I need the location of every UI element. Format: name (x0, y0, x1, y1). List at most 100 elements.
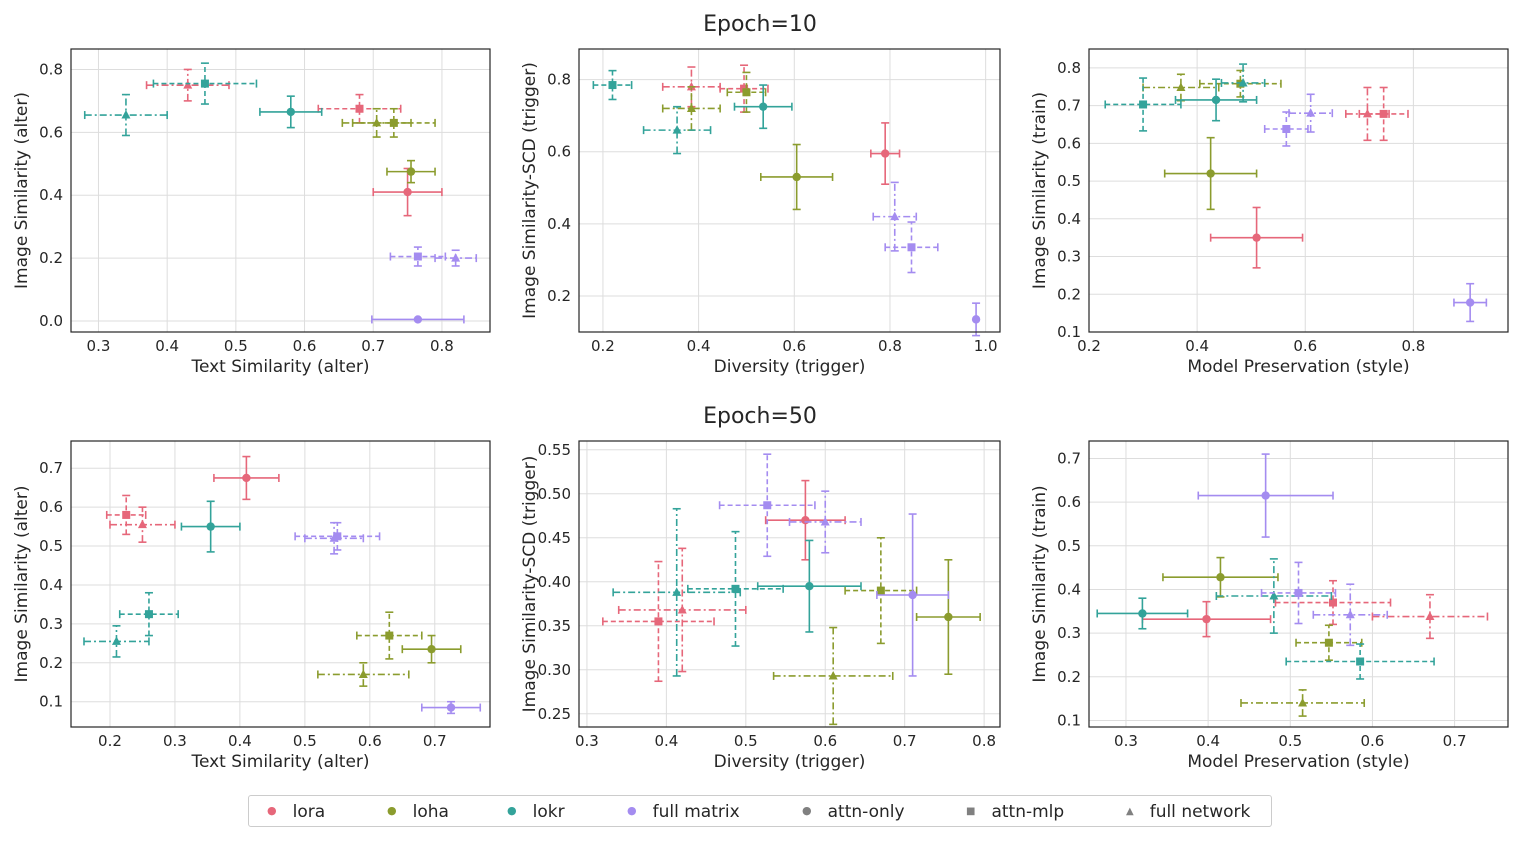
point-marker (1379, 109, 1388, 118)
x-tick-label: 0.5 (734, 732, 758, 750)
legend-label-attn-mlp: attn-mlp (991, 802, 1065, 822)
point-marker (406, 167, 416, 176)
data-point-lora-attn-only (1141, 600, 1272, 638)
data-point-full-matrix-attn-mlp (884, 221, 939, 274)
y-axis-label: Image Similarity-SCD (trigger) (520, 62, 540, 319)
point-marker (137, 519, 147, 529)
data-point-loha-full-network (1142, 73, 1220, 102)
y-axis-label: Image Similarity (alter) (12, 486, 32, 683)
y-tick-label: 0.8 (1057, 59, 1081, 77)
data-point-lokr-full-network (1215, 558, 1333, 634)
data-point-loha-attn-only (759, 143, 834, 211)
legend-item-full-matrix: ● full matrix (627, 802, 740, 822)
x-tick-label: 0.6 (813, 732, 837, 750)
chart-panel-6: 0.3 0.4 0.5 0.6 0.7 0.1 0.2 0.3 0.4 0.5 0.6 0.7 Mode… (1030, 440, 1509, 772)
data-point-lora-attn-only (213, 455, 280, 501)
point-marker (1261, 491, 1270, 500)
x-axis-label: Model Preservation (style) (1187, 752, 1409, 772)
point-marker (446, 703, 456, 712)
point-marker (654, 617, 663, 626)
legend-marker-full-matrix: ● (627, 804, 637, 817)
data-point-lora-attn-mlp (1274, 579, 1392, 626)
x-axis-label: Text Similarity (alter) (190, 752, 369, 772)
x-tick-label: 0.3 (1114, 732, 1138, 750)
x-tick-label: 0.3 (87, 337, 111, 355)
point-marker (1252, 233, 1261, 242)
data-point-loha-full-network (341, 107, 412, 138)
x-tick-label: 0.5 (1278, 732, 1302, 750)
legend-marker-lora: ● (267, 804, 277, 817)
y-tick-label: 0.2 (1057, 668, 1081, 686)
plot-frame (1088, 440, 1509, 728)
point-marker (1206, 169, 1215, 178)
point-marker (1138, 609, 1147, 618)
point-marker (111, 636, 121, 645)
data-point-lora-full-network (1371, 593, 1489, 640)
point-marker (385, 631, 394, 640)
y-tick-label: 0.4 (39, 186, 63, 204)
legend-item-full-network: ▲ full network (1126, 802, 1250, 822)
data-point-loha-attn-mlp (726, 71, 767, 113)
x-tick-label: 0.6 (1293, 337, 1317, 355)
point-marker (200, 79, 209, 88)
data-point-full-matrix-attn-only (420, 700, 482, 715)
x-tick-label: 0.2 (591, 337, 615, 355)
point-marker (908, 590, 917, 600)
data-point-lora-attn-mlp (317, 93, 402, 124)
data-point-lora-attn-only (870, 122, 901, 185)
data-point-full-matrix-attn-mlp (389, 246, 447, 267)
point-marker (1306, 108, 1316, 117)
plot-frame (1088, 48, 1509, 333)
data-point-loha-full-network (1240, 689, 1366, 717)
point-marker (971, 315, 981, 324)
point-marker (413, 315, 423, 324)
data-point-lokr-attn-only (1096, 597, 1189, 630)
y-tick-label: 0.4 (1057, 210, 1081, 228)
point-marker (121, 110, 131, 119)
data-point-full-matrix-attn-only (876, 513, 950, 677)
data-point-lokr-full-network (83, 625, 150, 658)
y-axis-label: Image Similarity (train) (1030, 485, 1050, 682)
chart-panel-2: 0.2 0.4 0.6 0.8 1.0 0.2 0.4 0.6 0.8 Diversity (tr… (520, 48, 1001, 377)
x-axis-label: Text Similarity (alter) (190, 357, 369, 377)
data-point-full-matrix-full-network (872, 181, 918, 252)
y-tick-label: 0.1 (1057, 711, 1081, 729)
legend-marker-full-network: ▲ (1126, 806, 1134, 817)
y-tick-label: 0.2 (1057, 285, 1081, 303)
chart-panel-1: 0.3 0.4 0.5 0.6 0.7 0.8 0.0 0.2 0.4 0.6 0.8 Text Si… (12, 48, 491, 377)
y-tick-label: 0.1 (39, 693, 63, 711)
x-tick-label: 0.8 (972, 732, 996, 750)
data-point-lokr-full-network (1220, 63, 1266, 103)
y-tick-label: 0.6 (1057, 134, 1081, 152)
plot-frame (70, 48, 491, 333)
row-title-epoch-50: Epoch=50 (703, 404, 817, 429)
point-marker (890, 211, 900, 221)
y-tick-label: 0.3 (1057, 624, 1081, 642)
x-tick-label: 1.0 (974, 337, 998, 355)
data-point-loha-attn-only (386, 159, 436, 184)
point-marker (206, 522, 215, 531)
y-tick-label: 0.7 (39, 459, 63, 477)
point-marker (672, 125, 682, 134)
x-tick-label: 0.4 (228, 732, 252, 750)
legend-item-attn-mlp: ■ attn-mlp (966, 802, 1064, 822)
data-point-full-matrix-attn-mlp (1260, 561, 1337, 625)
data-point-loha-attn-only (1163, 136, 1258, 211)
data-point-lokr-attn-only (733, 84, 793, 130)
x-tick-label: 0.2 (98, 732, 122, 750)
y-tick-label: 0.45 (538, 529, 571, 547)
x-tick-label: 0.6 (358, 732, 382, 750)
row-title-epoch-10: Epoch=10 (703, 12, 817, 37)
legend-item-lokr: ● lokr (507, 802, 565, 822)
data-point-full-matrix-full-network (1288, 93, 1334, 133)
data-point-lokr-attn-only (756, 539, 862, 633)
point-marker (805, 582, 814, 591)
y-tick-label: 0.2 (39, 249, 63, 267)
point-marker (1345, 609, 1355, 619)
point-marker (1298, 697, 1308, 707)
y-tick-label: 0.5 (1057, 537, 1081, 555)
data-point-full-matrix-full-network (434, 249, 478, 267)
legend-item-lora: ● lora (267, 802, 325, 822)
y-tick-label: 0.1 (1057, 323, 1081, 341)
